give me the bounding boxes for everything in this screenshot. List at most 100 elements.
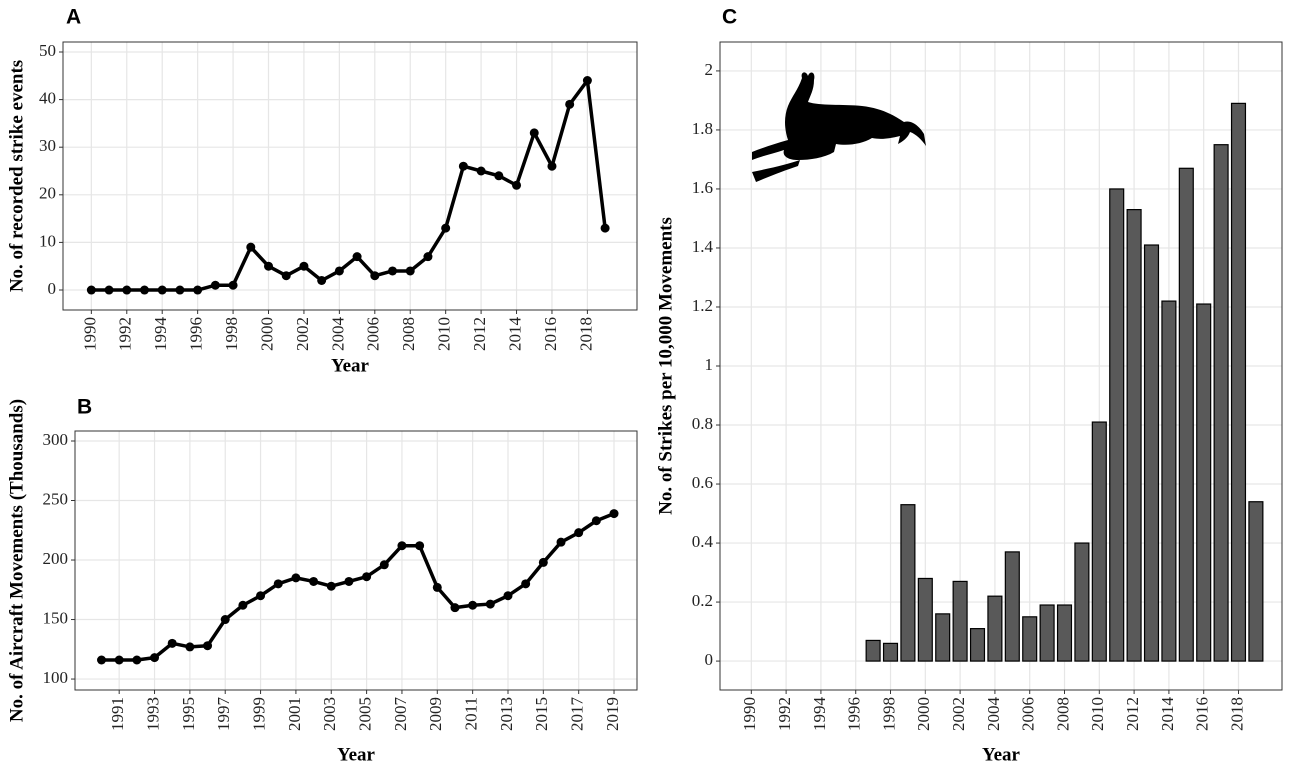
data-point [362, 572, 371, 581]
x-tick-label: 1994 [151, 317, 170, 352]
x-axis-label: Year [982, 744, 1021, 765]
x-tick-label: 1998 [222, 317, 241, 351]
y-tick-label: 0.6 [692, 473, 713, 492]
data-point [530, 128, 539, 137]
data-point [291, 573, 300, 582]
bar [1162, 301, 1176, 661]
bar [1110, 189, 1124, 661]
data-point [583, 76, 592, 85]
y-axis-label: No. of Aircraft Movements (Thousands) [6, 399, 27, 722]
x-tick-label: 2004 [984, 696, 1003, 731]
data-point [168, 639, 177, 648]
data-point [370, 271, 379, 280]
x-tick-label: 2018 [576, 317, 595, 351]
data-point [299, 262, 308, 271]
bar [1249, 502, 1263, 661]
x-tick-label: 2017 [568, 697, 587, 732]
data-point [459, 162, 468, 171]
data-point [150, 653, 159, 662]
bar [953, 581, 967, 661]
y-axis-label: No. of Strikes per 10,000 Movements [655, 217, 676, 515]
data-point [486, 600, 495, 609]
data-point [415, 541, 424, 550]
x-tick-label: 1991 [108, 697, 127, 731]
x-tick-label: 2013 [497, 697, 516, 731]
y-tick-label: 30 [39, 136, 56, 155]
data-point [503, 591, 512, 600]
bar [1023, 617, 1037, 661]
y-tick-label: 1.4 [692, 237, 714, 256]
y-tick-label: 0.8 [692, 414, 713, 433]
data-point [203, 641, 212, 650]
y-tick-label: 250 [43, 489, 69, 508]
data-point [512, 181, 521, 190]
bar [1145, 245, 1159, 661]
data-point [229, 281, 238, 290]
x-tick-label: 2006 [1019, 697, 1038, 731]
data-point [211, 281, 220, 290]
x-tick-label: 2010 [1088, 697, 1107, 731]
x-tick-label: 2005 [356, 697, 375, 731]
bar [1075, 543, 1089, 661]
bar [1214, 145, 1228, 661]
data-point [423, 252, 432, 261]
data-point [557, 538, 566, 547]
data-point [547, 162, 556, 171]
bar [1092, 422, 1106, 661]
y-tick-label: 0.4 [692, 532, 714, 551]
y-tick-label: 40 [39, 89, 56, 108]
data-point [565, 100, 574, 109]
panel-label: B [77, 396, 92, 419]
data-point [574, 528, 583, 537]
x-tick-label: 2010 [435, 317, 454, 351]
data-point [264, 262, 273, 271]
x-tick-label: 1996 [845, 697, 864, 731]
x-tick-label: 2009 [426, 697, 445, 731]
y-tick-label: 300 [43, 430, 69, 449]
data-point [256, 591, 265, 600]
x-tick-label: 2012 [1123, 697, 1142, 731]
data-point [193, 286, 202, 295]
x-tick-label: 1996 [187, 317, 206, 351]
data-point [97, 656, 106, 665]
x-tick-label: 2016 [1193, 697, 1212, 731]
data-point [539, 558, 548, 567]
figure: A010203040501990199219941996199820002002… [0, 0, 1289, 768]
x-tick-label: 2012 [470, 317, 489, 351]
x-tick-label: 1992 [775, 697, 794, 731]
data-point [327, 582, 336, 591]
data-point [317, 276, 326, 285]
data-point [87, 286, 96, 295]
x-tick-label: 2004 [328, 317, 347, 352]
x-tick-label: 1992 [116, 317, 135, 351]
panel-label: A [66, 6, 81, 29]
data-point [477, 167, 486, 176]
y-tick-label: 150 [43, 608, 69, 627]
y-tick-label: 200 [43, 549, 69, 568]
x-tick-label: 1999 [249, 697, 268, 731]
data-point [282, 271, 291, 280]
x-tick-label: 2014 [505, 317, 524, 352]
y-tick-label: 100 [43, 668, 69, 687]
data-point [344, 577, 353, 586]
data-point [406, 266, 415, 275]
bar [971, 629, 985, 661]
data-point [309, 577, 318, 586]
data-point [601, 224, 610, 233]
data-point [140, 286, 149, 295]
x-tick-label: 2007 [391, 697, 410, 732]
x-tick-label: 2002 [949, 697, 968, 731]
data-point [185, 642, 194, 651]
x-tick-label: 2014 [1158, 697, 1177, 732]
bar [866, 640, 880, 661]
bar [1179, 168, 1193, 661]
x-tick-label: 1990 [80, 317, 99, 351]
data-point [610, 509, 619, 518]
data-point [246, 243, 255, 252]
x-tick-label: 1994 [810, 697, 829, 732]
x-tick-label: 2018 [1227, 697, 1246, 731]
x-tick-label: 2008 [1053, 697, 1072, 731]
bar [988, 596, 1002, 661]
x-tick-label: 2019 [603, 697, 622, 731]
data-point [450, 603, 459, 612]
